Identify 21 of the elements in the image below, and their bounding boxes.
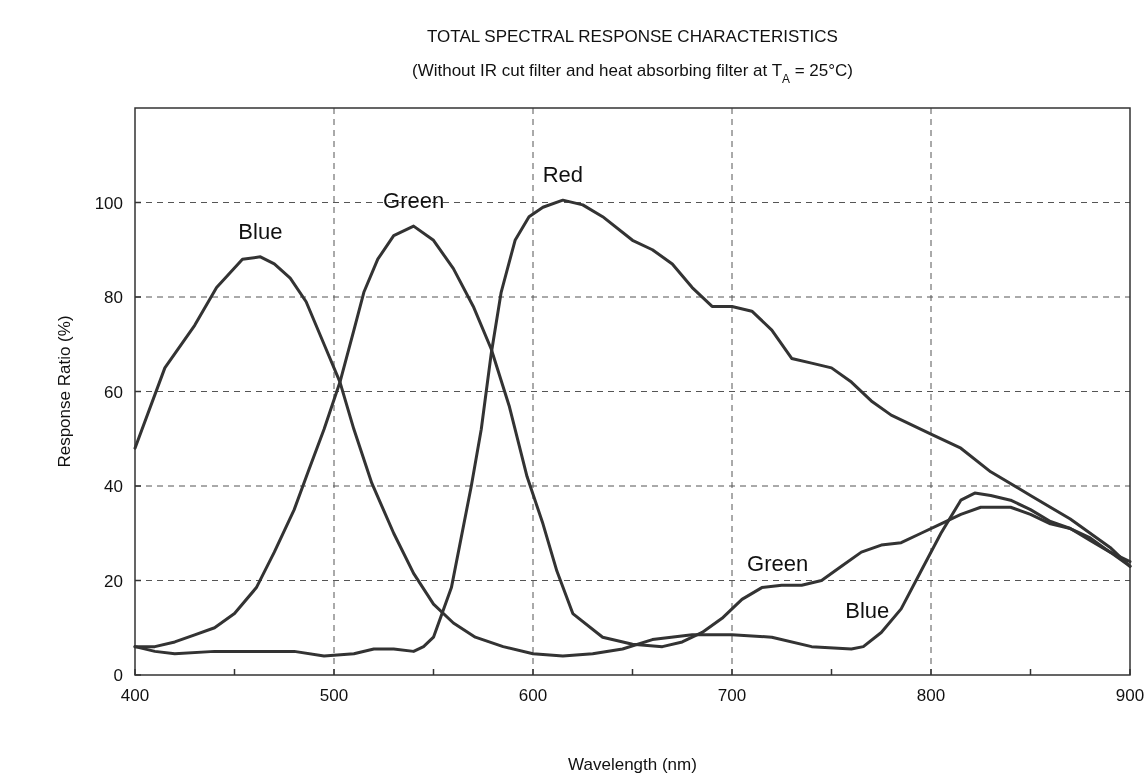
y-tick-label: 60 <box>104 382 123 402</box>
series-label: Blue <box>238 218 283 244</box>
y-tick-label: 80 <box>104 288 123 307</box>
x-tick-label: 400 <box>120 686 150 705</box>
x-tick-label: 900 <box>1115 686 1145 705</box>
annotation: Green <box>747 551 809 577</box>
x-tick-label: 800 <box>916 686 946 705</box>
x-axis-title: Wavelength (nm) <box>568 755 697 774</box>
series-label: Green <box>383 188 445 214</box>
y-tick-label: 40 <box>104 477 123 496</box>
y-axis-title: Response Ratio (%) <box>55 315 74 468</box>
y-tick-label: 100 <box>94 193 123 213</box>
y-tick-label: 0 <box>113 666 123 685</box>
x-tick-label: 700 <box>717 686 747 705</box>
x-tick-label: 600 <box>518 686 548 705</box>
chart-subtitle: (Without IR cut filter and heat absorbing filter at T$_{A}$ = 25°C) <box>411 61 854 86</box>
annotation: Blue <box>845 598 890 624</box>
y-tick-label: 20 <box>104 571 123 591</box>
series-label: Red <box>542 162 584 188</box>
chart-title: TOTAL SPECTRAL RESPONSE CHARACTERISTICS <box>427 27 838 46</box>
x-tick-label: 500 <box>319 686 349 705</box>
